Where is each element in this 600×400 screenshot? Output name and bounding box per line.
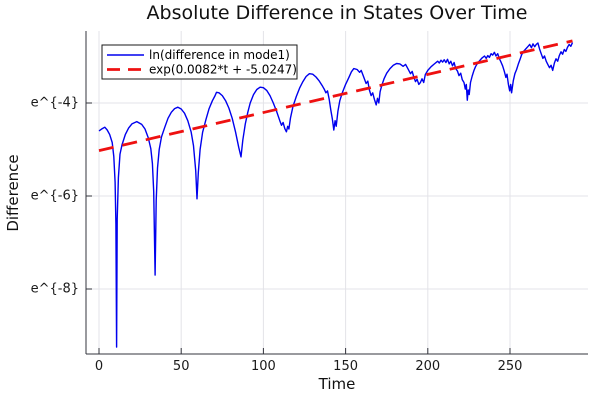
- legend-box: ln(difference in mode1) exp(0.0082*t + -…: [101, 44, 298, 80]
- x-axis-label: Time: [318, 375, 356, 393]
- legend-label-series2: exp(0.0082*t + -5.0247): [149, 63, 297, 77]
- fit-line-exponential: [98, 39, 573, 153]
- x-tick-label: 200: [415, 359, 440, 374]
- chart-title: Absolute Difference in States Over Time: [147, 2, 528, 24]
- x-tick-label: 100: [251, 359, 276, 374]
- legend-label-series1: ln(difference in mode1): [149, 48, 290, 62]
- y-tick-label: e^{-6}: [31, 189, 79, 204]
- x-tick-label: 150: [333, 359, 358, 374]
- y-axis-label: Difference: [4, 154, 22, 231]
- y-tick-label: e^{-4}: [31, 96, 79, 111]
- y-tick-label: e^{-8}: [31, 282, 79, 297]
- axis-tick-labels: 0 50 100 150 200 250 e^{-4} e^{-6} e^{-8}: [31, 96, 523, 375]
- axis-ticks: [86, 102, 511, 354]
- x-tick-label: 50: [173, 359, 190, 374]
- series-line-mode1: [98, 42, 574, 348]
- x-tick-label: 250: [498, 359, 523, 374]
- legend-frame: [101, 44, 298, 80]
- x-tick-label: 0: [95, 359, 103, 374]
